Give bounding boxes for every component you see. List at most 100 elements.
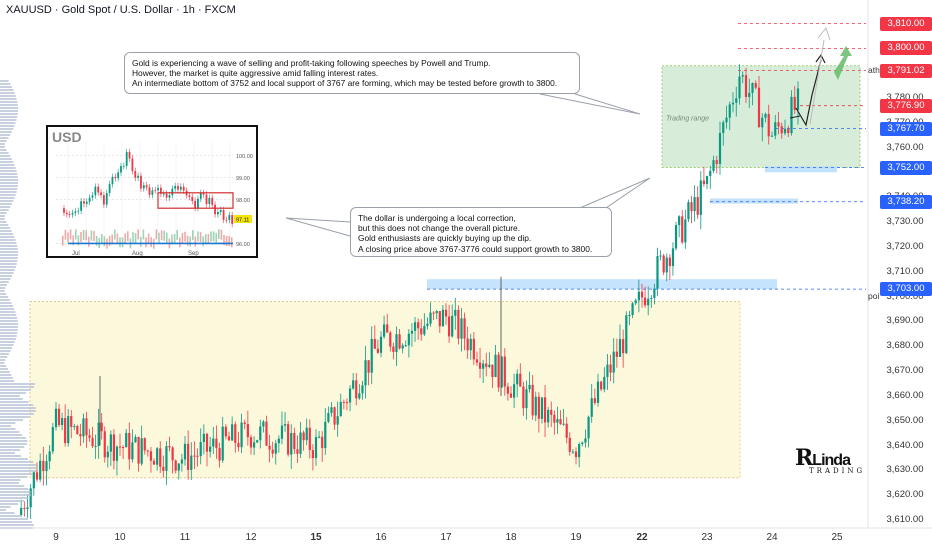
volume-profile-bar [0,161,14,163]
volume-profile-bar [0,458,28,460]
inset-candle-body [114,176,117,179]
inset-candle-body [214,204,216,215]
candle-body [668,257,671,266]
volume-profile-bar [0,323,18,325]
gold-callout-line: However, the market is quite aggressive … [132,68,379,79]
volume-profile-bar [0,236,15,238]
inset-volume-bar [231,237,233,248]
inset-volume-bar [173,233,176,244]
candle-body [519,373,522,387]
inset-candle-body [128,152,131,159]
candle-body [783,128,787,134]
candle-body [209,446,212,452]
candle-body [751,82,754,93]
candle-body [647,298,650,306]
volume-profile-bar [0,365,7,367]
candle-body [94,445,97,447]
y-tick-label: 3,660.00 [886,389,924,401]
volume-profile-bar [0,428,16,430]
candle-body [32,472,35,489]
candle-body [131,442,134,460]
volume-profile-bar [0,485,25,487]
candle-body [516,373,519,385]
inset-volume-bar [215,232,217,243]
volume-profile-bar [0,335,17,337]
volume-profile-bar [0,80,9,82]
x-tick-label: 10 [114,532,126,543]
candle-body [392,346,395,352]
candle-body [149,451,153,461]
volume-profile-bar [0,164,15,166]
volume-profile-bar [0,170,17,172]
inset-volume-bar [223,234,225,245]
candle-body [39,460,42,480]
inset-candle-body [134,171,137,178]
volume-profile-bar [0,407,36,409]
gold-callout-pointer [539,93,641,115]
volume-profile-bar [0,404,34,406]
inset-volume-bar [90,230,93,241]
volume-profile-bar [0,302,12,304]
volume-profile-bar [0,251,18,253]
price-label: 3,703.00 [880,282,932,297]
candle-body [85,418,88,436]
volume-profile-bar [0,503,18,505]
volume-profile-bar [0,389,31,391]
candle-body [482,363,485,369]
candle-body [103,431,106,458]
candle-body [407,333,410,346]
candle-body [637,291,640,301]
candle-body [441,309,445,327]
volume-profile-bar [0,416,30,418]
candle-body [615,351,618,357]
candle-body [565,423,568,438]
volume-profile-bar [0,110,18,112]
volume-profile-bar [0,155,11,157]
inset-candle-body [211,197,214,205]
inset-candle-body [205,194,208,205]
candle-body [593,398,596,403]
volume-profile-bar [0,188,18,190]
candle-body [506,386,510,394]
gold-callout: Gold is experiencing a wave of selling a… [124,52,580,94]
candle-body [345,402,349,404]
candle-body [352,380,355,389]
candle-body [401,345,404,349]
candle-body [702,180,706,185]
candle-body [137,436,140,464]
inset-candle-body [231,215,234,224]
candle-body [336,416,339,425]
candle-body [503,356,506,387]
poi-zone [427,279,777,290]
inset-candle-body [228,215,231,220]
volume-profile-bar [0,182,18,184]
inset-y-tick: 98.00 [236,198,250,204]
candle-body [705,176,709,185]
candle-body [659,255,662,257]
x-tick-label: 22 [636,532,648,543]
candle-body [767,113,770,137]
inset-candle-body [145,185,148,188]
candle-body [432,312,435,314]
volume-profile-bar [0,284,8,286]
inset-candle-body [197,198,199,208]
candle-body [531,384,534,416]
inset-last-price: 97.11 [236,217,249,223]
candle-body [45,461,48,472]
candle-body [227,436,231,441]
inset-candle-body [85,201,88,204]
candle-body [600,381,603,390]
inset-candle-body [111,176,114,185]
candle-body [296,449,299,454]
candle-body [656,256,659,289]
volume-profile-bar [0,299,10,301]
volume-profile-bar [0,413,34,415]
inset-volume-bar [140,236,142,247]
candle-body [308,427,311,451]
candle-body [367,360,370,373]
candle-body [712,160,715,171]
candle-body [54,408,58,428]
volume-profile-bar [0,473,33,475]
y-tick-label: 3,760.00 [886,141,924,153]
